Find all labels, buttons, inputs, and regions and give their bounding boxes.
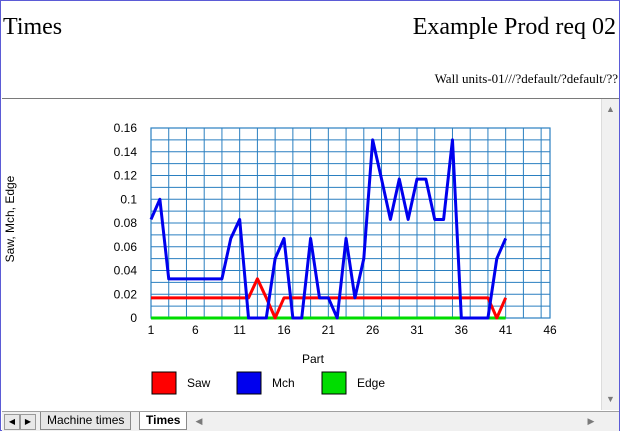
x-tick-label: 46 — [543, 323, 557, 337]
x-tick-label: 1 — [148, 323, 155, 337]
legend-label-edge: Edge — [357, 376, 385, 390]
x-axis-label: Part — [302, 352, 325, 366]
y-axis-label: Saw, Mch, Edge — [3, 175, 17, 262]
x-tick-label: 31 — [410, 323, 424, 337]
tab-machine-times[interactable]: Machine times — [40, 412, 132, 430]
report-title: Times — [3, 14, 63, 40]
report-subtitle: Wall units-01///?default/?default/?? — [434, 71, 618, 86]
series-line-mch — [149, 138, 508, 320]
tab-times[interactable]: Times — [139, 412, 188, 430]
y-axis-ticks: 0 0.02 0.04 0.06 0.08 0.1 0.12 0.14 0.16 — [114, 121, 138, 325]
x-axis-ticks: 1 6 11 16 21 26 31 36 41 46 — [148, 323, 557, 337]
y-tick-label: 0.12 — [114, 169, 138, 183]
y-tick-label: 0.1 — [120, 192, 137, 206]
y-tick-label: 0.16 — [114, 121, 138, 135]
scroll-down-arrow-icon[interactable]: ▼ — [606, 394, 615, 404]
scroll-left-arrow-icon[interactable]: ◀ — [195, 416, 203, 426]
chart-panel: 0 0.02 0.04 0.06 0.08 0.1 0.12 0.14 0.16 1 6 11 16 2… — [2, 99, 600, 410]
legend-swatch-mch — [236, 371, 262, 395]
x-tick-label: 21 — [322, 323, 336, 337]
x-tick-label: 41 — [499, 323, 513, 337]
report-header: Times Example Prod req 02 Wall units-01/… — [2, 2, 619, 99]
horizontal-scrollbar[interactable]: ◀ ▶ — [190, 413, 600, 429]
x-tick-label: 11 — [233, 323, 246, 337]
legend-label-saw: Saw — [187, 376, 211, 390]
tab-scroll-left-icon[interactable]: ◀ — [4, 414, 20, 430]
x-tick-label: 26 — [366, 323, 380, 337]
chart-legend: Saw Mch Edge — [151, 371, 385, 395]
times-chart: 00.020.040.060.080.10.120.140.16 1 6 11 16 2… — [3, 121, 557, 395]
legend-swatch-edge — [321, 371, 347, 395]
legend-swatch-saw — [151, 371, 177, 395]
y-tick-label: 0 — [130, 311, 137, 325]
x-tick-label: 6 — [192, 323, 199, 337]
vertical-scrollbar[interactable]: ▲ ▼ — [601, 99, 619, 410]
y-tick-label: 0.14 — [114, 145, 138, 159]
chart-series — [149, 138, 508, 320]
sheet-tab-bar: ◀ ▶ Machine times Times ◀ ▶ — [2, 411, 619, 431]
legend-label-mch: Mch — [272, 376, 295, 390]
x-tick-label: 36 — [455, 323, 469, 337]
y-tick-label: 0.02 — [114, 287, 138, 301]
y-tick-label: 0.08 — [114, 216, 138, 230]
y-tick-label: 0.06 — [114, 240, 138, 254]
x-tick-label: 16 — [277, 323, 291, 337]
production-request-title: Example Prod req 02 — [412, 14, 616, 40]
tab-scroll-right-icon[interactable]: ▶ — [20, 414, 36, 430]
y-tick-label: 0.04 — [114, 264, 138, 278]
scroll-right-arrow-icon[interactable]: ▶ — [587, 416, 595, 426]
scroll-up-arrow-icon[interactable]: ▲ — [606, 104, 615, 114]
